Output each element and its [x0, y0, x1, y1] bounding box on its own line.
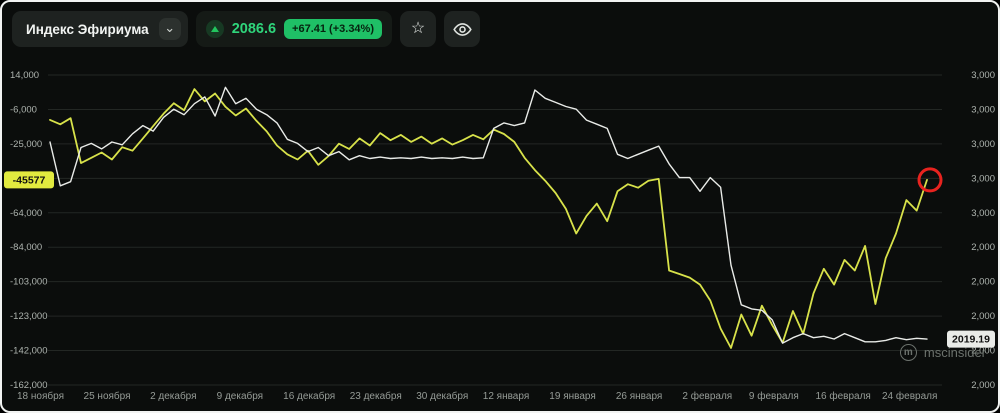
right-axis-label: 2,000: [971, 311, 995, 322]
left-current-value-badge: [4, 171, 54, 189]
right-current-value-label: 2019.19: [952, 334, 990, 346]
right-axis-label: 2,000: [971, 380, 995, 391]
x-axis-label: 18 ноября: [17, 390, 64, 402]
x-axis-label: 25 ноября: [84, 390, 131, 402]
left-axis-label: -25,000: [10, 139, 42, 150]
left-axis-label: -123,000: [10, 311, 48, 322]
x-axis-label: 23 декабря: [350, 390, 402, 402]
x-axis-label: 16 февраля: [815, 390, 870, 402]
x-axis-label: 26 января: [616, 391, 662, 402]
right-axis-label: 2,000: [971, 346, 995, 357]
series-eth-price: [49, 86, 928, 344]
instrument-name: Индекс Эфириума: [26, 21, 149, 37]
watch-button[interactable]: [444, 11, 480, 47]
x-axis-label: 2 февраля: [682, 390, 732, 402]
right-axis-label: 3,000: [971, 104, 995, 115]
right-current-value-badge: [947, 330, 995, 348]
toolbar: Индекс Эфириума ⌄ 2086.6 +67.41 (+3.34%)…: [12, 11, 480, 47]
x-axis-label: 30 декабря: [416, 390, 468, 402]
x-axis-label: 9 февраля: [749, 390, 799, 402]
watermark: m mscinsider: [899, 344, 986, 361]
change-badge: +67.41 (+3.34%): [284, 19, 382, 39]
left-axis-label: -6,000: [10, 104, 37, 115]
instrument-selector[interactable]: Индекс Эфириума ⌄: [12, 11, 188, 47]
left-current-value-label: -45577: [13, 174, 46, 186]
chevron-down-icon: ⌄: [158, 18, 181, 40]
eye-icon: [452, 22, 472, 36]
x-axis-label: 2 декабря: [150, 390, 196, 402]
right-axis-label: 3,000: [971, 208, 995, 219]
right-axis-label: 3,000: [971, 139, 995, 150]
x-axis-label: 12 января: [483, 391, 529, 402]
left-axis-label: -64,000: [10, 208, 42, 219]
right-axis-label: 3,000: [971, 70, 995, 81]
x-axis-label: 19 января: [549, 391, 595, 402]
last-price: 2086.6: [231, 21, 277, 37]
x-axis-label: 24 февраля: [882, 390, 937, 402]
x-axis-label: 16 декабря: [283, 390, 335, 402]
left-axis-label: -84,000: [10, 242, 42, 253]
left-axis-label: 14,000: [10, 70, 39, 81]
star-icon: ☆: [410, 20, 426, 37]
watermark-text: mscinsider: [923, 345, 986, 360]
annotation-circle: [917, 167, 943, 193]
series-index-pnl: [49, 88, 928, 349]
x-axis-label: 9 декабря: [217, 390, 263, 402]
left-axis-label: -162,000: [10, 380, 48, 391]
watermark-logo-icon: m: [899, 344, 917, 361]
right-axis-label: 3,000: [971, 173, 995, 184]
right-axis-label: 2,000: [971, 277, 995, 288]
favorite-button[interactable]: ☆: [400, 11, 436, 47]
left-axis-label: -103,000: [10, 277, 48, 288]
right-axis-label: 2,000: [971, 242, 995, 253]
arrow-up-icon: [205, 20, 224, 38]
price-summary: 2086.6 +67.41 (+3.34%): [195, 11, 392, 47]
left-axis-label: -142,000: [10, 346, 48, 357]
